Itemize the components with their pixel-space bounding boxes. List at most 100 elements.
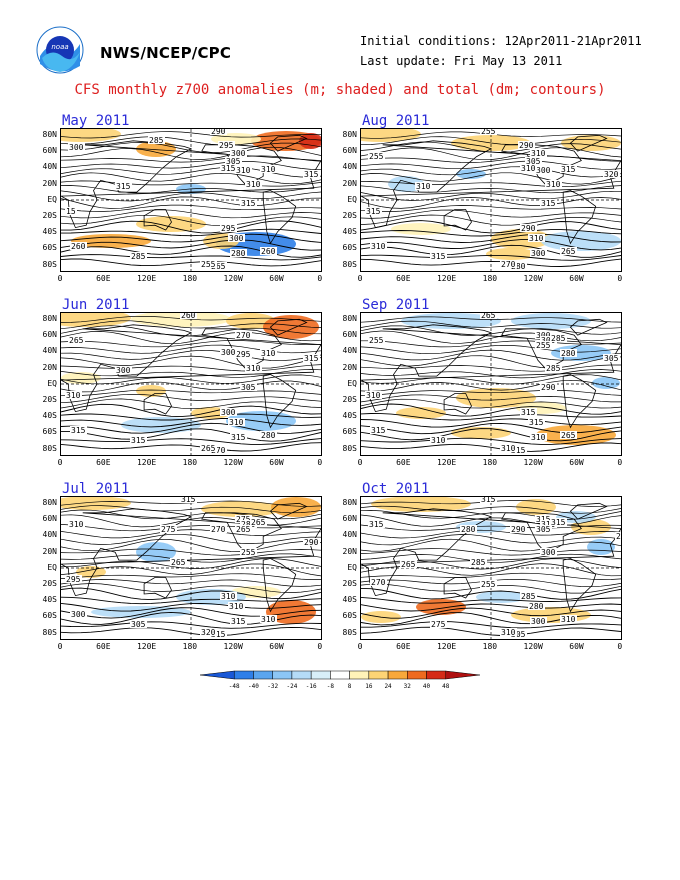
contour-label-bg [530,617,547,625]
contour-label: 315 [431,252,446,261]
lat-tick-label: 40S [342,595,357,605]
lat-tick-label: 20N [342,362,357,372]
lat-tick-label: 60N [42,330,57,340]
lat-tick-label: EQ [347,194,357,204]
contour-label-bg [65,207,77,215]
lat-tick-label: 80S [42,443,57,453]
contour-label-bg [415,182,432,190]
lat-tick-label: 40N [42,162,57,172]
contour-label: 265 [401,560,416,569]
colorbar-tick-label: 48 [442,683,450,690]
contour-label: 270 [501,260,516,269]
continent-outline [443,209,472,231]
contour-label: 305 [226,157,241,166]
lat-tick-label: 80N [42,498,57,507]
contour-line [361,621,621,629]
contour-label: 310 [501,628,516,637]
lat-tick-label: 60N [342,146,357,156]
panel-title-jul: Jul 2011 [62,481,130,497]
contour-label: 285 [551,334,566,343]
contour-label-bg [180,497,197,503]
contour-label: 285 [546,364,561,373]
contour-line [361,374,621,385]
anomaly-shade [121,417,201,433]
lon-tick-label: 60W [569,458,584,467]
contour-label-bg [500,628,517,636]
lat-tick-label: 60S [342,427,357,437]
lon-tick-label: 0 [617,458,623,467]
contour-label: 255 [201,260,216,269]
contour-label-bg [528,418,545,426]
contour-label-bg [70,426,87,434]
contour-label-bg [115,182,132,190]
contour-label: 310 [261,615,276,624]
contour-label: 305 [541,336,556,345]
contour-label: 315 [536,515,551,524]
contour-label: 15 [66,207,76,216]
contour-label-bg [510,525,527,533]
continent-outline [262,558,297,613]
colorbar-swatch [310,670,331,680]
lat-tick-label: 20N [342,546,357,556]
lat-tick-label: 40S [342,227,357,237]
contour-label-bg [530,249,547,257]
contour-line [61,389,321,396]
colorbar-tick-label: -32 [267,683,279,690]
contour-label-bg [235,515,252,523]
contour-label-bg [160,525,177,533]
contour-label-bg [560,431,577,439]
contour-label: 310 [236,166,251,175]
lat-tick-label: 80N [42,130,57,139]
anomaly-shade [61,129,121,142]
lon-tick-label: 0 [57,642,63,651]
contour-line [61,573,321,580]
contour-label-bg [228,418,245,426]
contour-label: 310 [246,364,261,373]
contour-label: 310 [416,182,431,191]
contour-label: 300 [71,610,86,619]
lon-tick-label: 120W [223,274,243,283]
contour-label: 305 [241,383,256,392]
contour-label-bg [115,366,132,374]
contour-label-bg [65,575,82,583]
contour-label: 255 [241,548,256,557]
lon-tick-label: 0 [317,642,323,651]
contour-label: 260 [261,247,276,256]
continent-outline [443,393,472,415]
logo-text: noaa [51,43,68,51]
contour-label: 270 [211,525,226,534]
contour-line [361,572,621,580]
contour-line [61,190,321,202]
contour-label: 280 [561,349,576,358]
contour-label-bg [530,149,547,157]
contour-line [61,209,321,219]
contour-label-bg [430,252,447,260]
continent-outline [361,508,621,597]
contour-label: 300 [231,149,246,158]
lat-tick-label: EQ [47,562,57,572]
contour-label: 280 [261,431,276,440]
contour-line [61,172,321,185]
lat-tick-label: 60S [42,611,57,621]
contour-label-bg [68,520,85,528]
anomaly-shade [516,499,556,515]
lon-tick-label: 60W [269,274,284,283]
contour-label-bg [245,180,262,188]
lat-tick-label: 20N [42,178,57,188]
contour-label-bg [480,497,497,503]
continent-outline [562,558,597,613]
lon-tick-label: 120E [136,274,157,283]
lon-tick-label: 0 [317,458,323,467]
contour-line [361,538,621,552]
lon-tick-label: 60E [396,274,411,283]
lon-tick-label: 120W [223,642,243,651]
contour-label-bg [500,260,517,268]
continent-outline [269,318,308,336]
contour-label-bg [250,518,267,526]
contour-label-bg [370,242,387,250]
contour-label: 290 [519,141,534,150]
contour-label-bg [430,620,447,628]
contour-label: 290 [304,538,319,547]
contour-label: 290 [521,224,536,233]
